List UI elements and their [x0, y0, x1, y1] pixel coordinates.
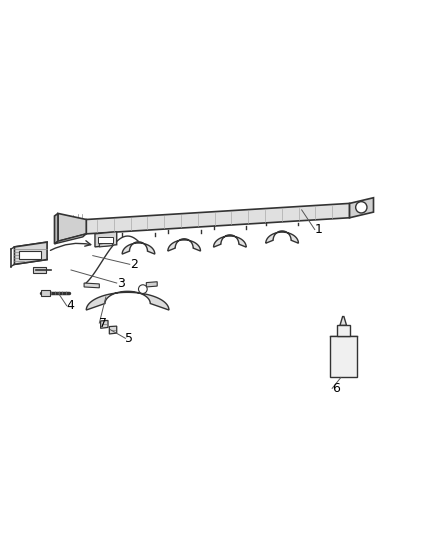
- Bar: [41, 289, 50, 296]
- Polygon shape: [101, 320, 108, 328]
- Polygon shape: [54, 213, 58, 244]
- Polygon shape: [58, 213, 86, 241]
- Polygon shape: [168, 239, 201, 251]
- Polygon shape: [95, 232, 117, 247]
- Polygon shape: [54, 234, 86, 244]
- Bar: [330, 336, 357, 377]
- Polygon shape: [340, 317, 346, 325]
- Polygon shape: [266, 231, 298, 243]
- Text: 7: 7: [99, 317, 107, 329]
- Polygon shape: [86, 292, 169, 310]
- Polygon shape: [84, 283, 99, 288]
- Text: 3: 3: [117, 277, 124, 289]
- Bar: [19, 251, 41, 259]
- Polygon shape: [14, 242, 47, 264]
- Text: 1: 1: [315, 223, 323, 236]
- Text: 4: 4: [67, 299, 74, 312]
- Polygon shape: [99, 243, 113, 247]
- Polygon shape: [214, 235, 246, 247]
- Bar: [33, 268, 46, 272]
- Circle shape: [356, 201, 367, 213]
- Polygon shape: [122, 242, 155, 254]
- Polygon shape: [110, 326, 117, 334]
- Bar: [337, 325, 350, 336]
- Text: 2: 2: [130, 258, 138, 271]
- Bar: [98, 237, 113, 244]
- Polygon shape: [146, 282, 157, 287]
- Polygon shape: [86, 204, 350, 234]
- Text: 5: 5: [125, 332, 134, 345]
- Polygon shape: [350, 198, 374, 218]
- Text: 6: 6: [332, 382, 340, 395]
- Circle shape: [138, 285, 147, 294]
